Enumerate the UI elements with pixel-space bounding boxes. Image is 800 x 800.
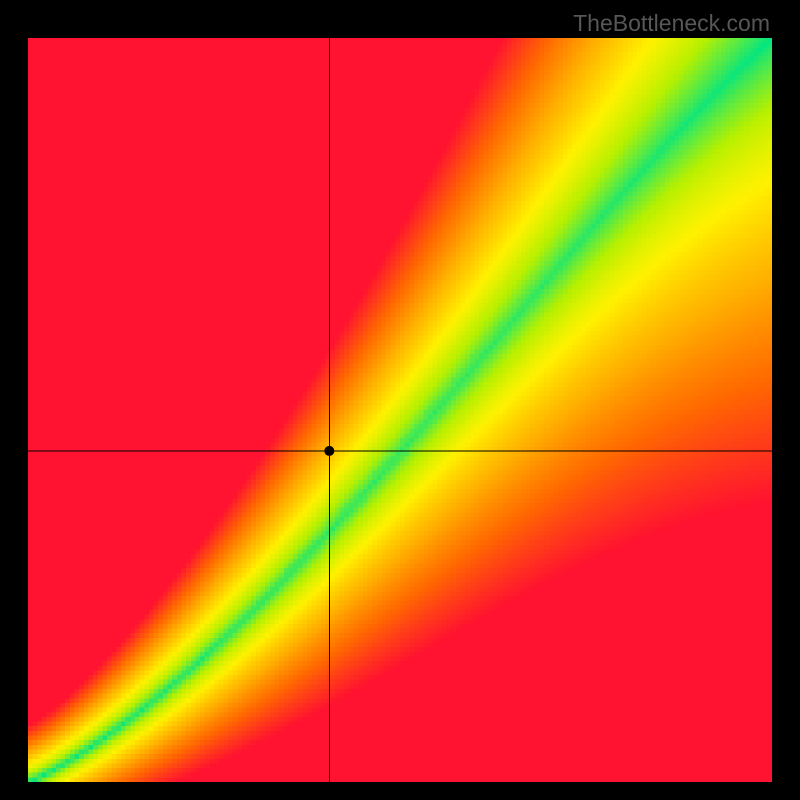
chart-container: { "watermark": { "text": "TheBottleneck.… bbox=[0, 0, 800, 800]
bottleneck-heatmap bbox=[28, 38, 772, 782]
watermark-text: TheBottleneck.com bbox=[573, 10, 770, 37]
